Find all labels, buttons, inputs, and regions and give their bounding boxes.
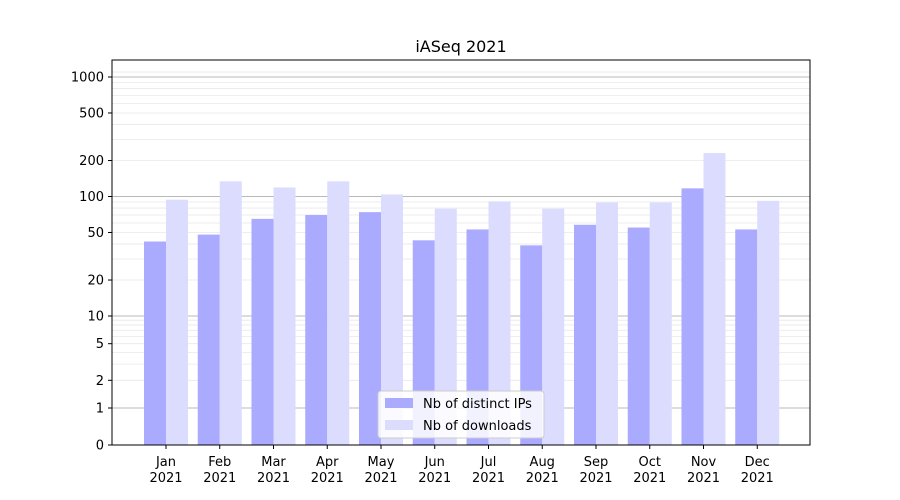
x-tick-label: Jul 2021 xyxy=(472,455,505,486)
bar-downloads xyxy=(327,181,350,445)
legend-swatch-downloads xyxy=(385,420,413,430)
y-tick-label: 2 xyxy=(96,374,104,389)
y-tick-label: 0 xyxy=(96,439,104,454)
y-tick-label: 1000 xyxy=(71,71,104,86)
x-tick-label: Oct 2021 xyxy=(633,455,666,486)
bar-downloads xyxy=(596,202,618,445)
x-tick-label: Dec 2021 xyxy=(741,455,774,486)
bar-distinct-ips xyxy=(627,227,650,445)
x-tick-label: Feb 2021 xyxy=(203,455,236,486)
x-tick-label: Sep 2021 xyxy=(579,455,612,486)
y-tick-label: 5 xyxy=(96,337,104,352)
bar-distinct-ips xyxy=(681,188,704,445)
x-tick-label: Jun 2021 xyxy=(418,455,451,486)
bar-distinct-ips xyxy=(574,224,596,445)
bar-downloads xyxy=(757,200,780,445)
bar-downloads xyxy=(219,181,242,445)
bar-downloads xyxy=(273,187,296,445)
legend-label-downloads: Nb of downloads xyxy=(423,419,532,434)
x-tick-label: Aug 2021 xyxy=(526,455,559,486)
x-tick-label: Mar 2021 xyxy=(257,455,290,486)
bar-downloads xyxy=(166,199,188,445)
y-tick-label: 500 xyxy=(79,106,104,121)
bar-downloads xyxy=(649,202,672,445)
bar-distinct-ips xyxy=(735,229,758,445)
y-tick-label: 20 xyxy=(87,274,104,289)
bar-downloads xyxy=(703,153,726,445)
x-axis: Jan 2021 Feb 2021 Mar 2021 Apr 2021 May 2021 Jun 20… xyxy=(149,445,774,486)
y-tick-label: 200 xyxy=(79,154,104,169)
bar-distinct-ips xyxy=(359,212,381,445)
y-tick-label: 1 xyxy=(96,402,104,417)
bar-downloads xyxy=(488,201,511,445)
bar-distinct-ips xyxy=(251,218,274,445)
legend-swatch-distinct-ips xyxy=(385,398,413,408)
x-tick-label: Nov 2021 xyxy=(687,455,720,486)
legend: Nb of distinct IPs Nb of downloads xyxy=(377,390,545,439)
y-tick-label: 100 xyxy=(79,190,104,205)
y-axis: 0 1 2 5 10 20 50 100 200 500 1000 xyxy=(71,71,112,454)
bar-distinct-ips xyxy=(144,241,166,445)
x-tick-label: May 2021 xyxy=(364,455,397,486)
plot-area-frame xyxy=(111,59,811,446)
legend-label-distinct-ips: Nb of distinct IPs xyxy=(423,397,532,412)
bar-distinct-ips xyxy=(197,234,220,445)
bar-downloads xyxy=(542,208,565,445)
chart-title: iASeq 2021 xyxy=(415,37,506,56)
bar-distinct-ips xyxy=(305,215,328,445)
x-tick-label: Jan 2021 xyxy=(149,455,182,486)
y-tick-label: 10 xyxy=(87,310,104,325)
y-tick-label: 50 xyxy=(87,226,104,241)
bar-downloads xyxy=(434,208,457,445)
x-tick-label: Apr 2021 xyxy=(311,455,344,486)
bar-downloads xyxy=(381,194,403,445)
legend-frame xyxy=(377,390,545,439)
